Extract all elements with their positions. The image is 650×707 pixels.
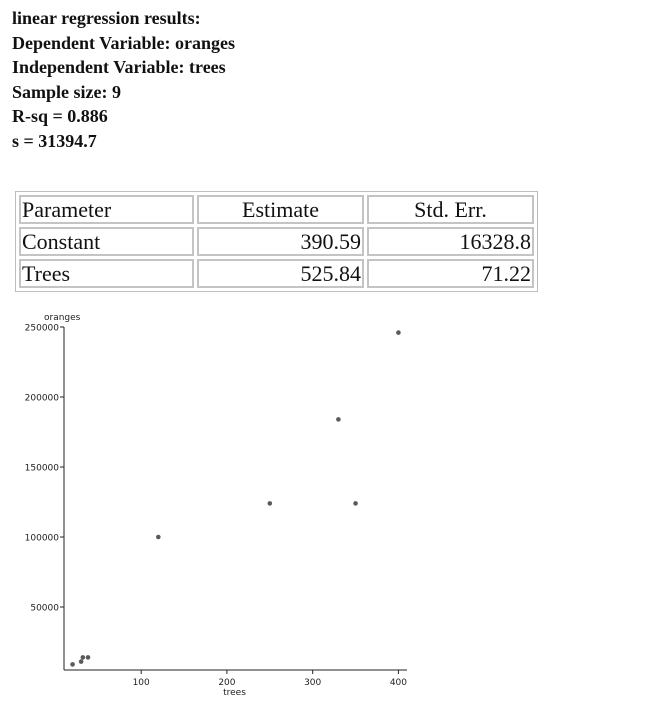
y-tick-label: 250000	[25, 324, 60, 334]
parameter-table: Parameter Estimate Std. Err. Constant 39…	[15, 191, 538, 292]
data-point	[156, 534, 161, 540]
x-tick-label: 200	[218, 678, 235, 688]
y-tick-label: 50000	[30, 604, 59, 614]
sample-size: Sample size: 9	[12, 81, 121, 102]
dependent-variable: Dependent Variable: oranges	[12, 32, 236, 53]
independent-variable: Independent Variable: trees	[12, 57, 226, 77]
row-trees-estimate: 525.84	[197, 259, 364, 288]
row-trees-stderr: 71.22	[367, 259, 534, 288]
data-point	[70, 662, 75, 667]
y-tick-label: 150000	[25, 464, 60, 474]
regression-summary: linear regression results: Dependent Var…	[12, 6, 235, 153]
row-constant-estimate: 390.59	[197, 227, 364, 256]
plot-points	[70, 330, 401, 667]
x-axis-label: trees	[223, 688, 246, 698]
r-squared: R-sq = 0.886	[12, 106, 108, 126]
row-constant-name: Constant	[19, 227, 194, 256]
y-tick-label: 200000	[25, 394, 60, 404]
summary-title: linear regression results:	[12, 8, 201, 28]
table-row: Constant 390.59 16328.8	[19, 227, 534, 256]
header-estimate: Estimate	[197, 195, 364, 224]
x-tick-label: 400	[390, 678, 407, 688]
plot-ticks: 50000 100000 150000 200000 250000 100 200 300 40…	[25, 324, 408, 689]
data-point	[336, 417, 341, 422]
data-point	[267, 501, 273, 506]
header-std-err: Std. Err.	[367, 195, 534, 224]
y-axis-label: oranges	[44, 313, 81, 323]
x-tick-label: 300	[304, 678, 321, 688]
row-constant-stderr: 16328.8	[367, 227, 534, 256]
x-tick-label: 100	[133, 678, 150, 688]
data-point	[353, 501, 358, 506]
data-point	[85, 655, 91, 660]
scatter-plot: 50000 100000 150000 200000 250000 100 200 300 40…	[25, 313, 408, 698]
table-header-row: Parameter Estimate Std. Err.	[19, 195, 534, 224]
y-tick-label: 100000	[25, 534, 60, 544]
row-trees-name: Trees	[19, 259, 194, 288]
std-error-s: s = 31394.7	[12, 130, 97, 151]
data-point	[78, 659, 84, 664]
plot-axes	[63, 327, 407, 671]
table-row: Trees 525.84 71.22	[19, 259, 534, 288]
header-parameter: Parameter	[19, 195, 194, 224]
data-point	[396, 330, 401, 335]
data-point	[80, 655, 86, 660]
